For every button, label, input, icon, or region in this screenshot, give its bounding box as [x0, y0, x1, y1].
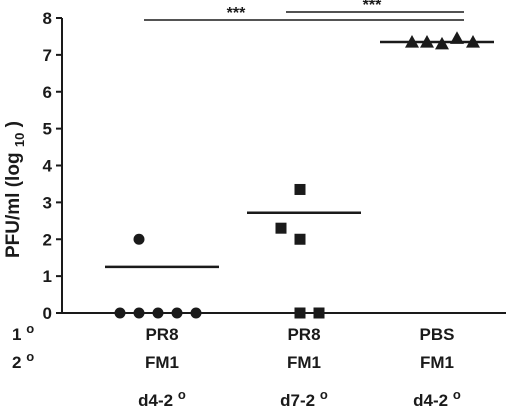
data-point-circle [133, 307, 145, 319]
data-point-circle [190, 307, 202, 319]
data-point-circle [171, 307, 183, 319]
row-header-secondary-deg: o [26, 349, 34, 364]
y-tick-label: 0 [43, 304, 52, 323]
data-point-triangle [420, 34, 434, 48]
y-tick-label: 5 [43, 120, 52, 139]
group-3-time-main: d4-2 [413, 391, 448, 410]
y-axis-label-main: PFU/ml (log [3, 152, 24, 258]
data-point-square [294, 233, 306, 245]
data-point-circle [133, 233, 145, 245]
significance-label: *** [227, 5, 246, 22]
group-1-primary: PR8 [145, 325, 178, 344]
group-1-time-main: d4-2 [138, 391, 173, 410]
group-3-primary: PBS [420, 325, 455, 344]
significance-brackets: *** *** [144, 0, 464, 22]
data-points [114, 31, 480, 319]
row-header-secondary-num: 2 [12, 353, 21, 372]
y-tick-label: 3 [43, 193, 52, 212]
data-point-square [294, 307, 306, 319]
group-2-secondary: FM1 [287, 353, 321, 372]
y-axis-label-sub: 10 [12, 133, 27, 147]
group-3-time: d4-2 o [413, 387, 461, 410]
group-2-time-main: d7-2 [280, 391, 315, 410]
data-point-triangle [435, 36, 449, 50]
mean-bars [105, 40, 494, 269]
group-1-time-deg: o [178, 387, 186, 402]
group-2-time-deg: o [320, 387, 328, 402]
y-tick-label: 1 [43, 267, 52, 286]
y-axis-label: PFU/ml (log 10 ) [3, 121, 29, 258]
row-header-primary: 1 o [12, 321, 34, 344]
group-3-time-deg: o [453, 387, 461, 402]
data-point-square [294, 183, 306, 195]
row-header-primary-deg: o [26, 321, 34, 336]
y-tick-label: 6 [43, 83, 52, 102]
data-point-triangle [450, 31, 464, 44]
data-point-circle [152, 307, 164, 319]
y-tick-label: 2 [43, 230, 52, 249]
data-point-circle [114, 307, 126, 319]
group-1-secondary: FM1 [145, 353, 179, 372]
data-point-triangle [466, 34, 480, 48]
y-tick-label: 4 [43, 157, 53, 176]
group-1-time: d4-2 o [138, 387, 186, 410]
row-header-primary-num: 1 [12, 325, 21, 344]
y-tick-label: 7 [43, 46, 52, 65]
y-ticks: 0 1 2 3 4 5 6 7 8 [43, 9, 62, 323]
group-2-time: d7-2 o [280, 387, 328, 410]
group-2-primary: PR8 [287, 325, 320, 344]
data-point-square [275, 222, 287, 234]
y-axis-label-close: ) [3, 121, 24, 127]
significance-label: *** [363, 0, 382, 14]
y-tick-label: 8 [43, 9, 52, 28]
group-3-secondary: FM1 [420, 353, 454, 372]
data-point-square [313, 307, 325, 319]
data-point-triangle [405, 34, 419, 48]
row-header-secondary: 2 o [12, 349, 34, 372]
